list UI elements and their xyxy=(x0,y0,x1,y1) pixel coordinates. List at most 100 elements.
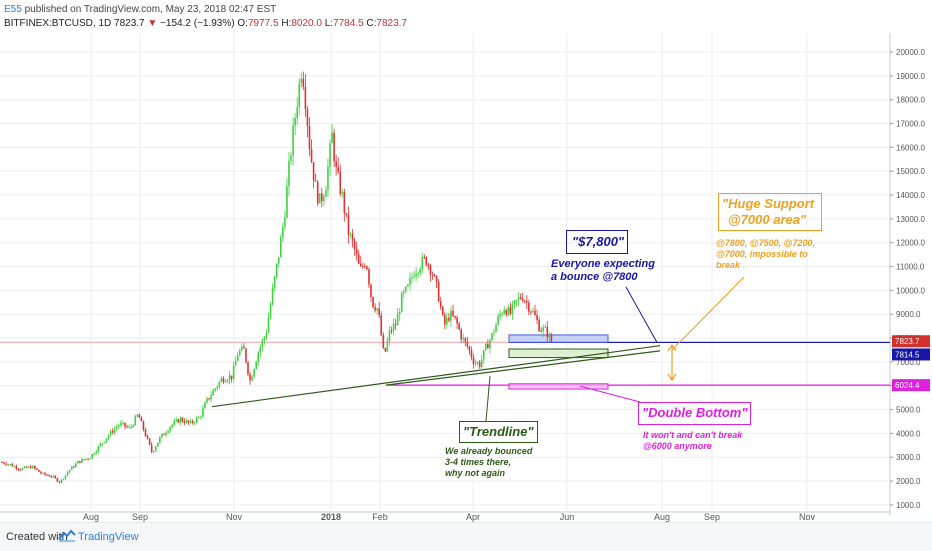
candle-body xyxy=(251,376,253,381)
candle-body xyxy=(450,310,452,321)
candle-body xyxy=(321,193,323,202)
candle-body xyxy=(540,331,542,333)
level-7800-text-2: a bounce @7800 xyxy=(551,271,638,283)
candle-body xyxy=(113,428,116,433)
trendline-box xyxy=(459,421,538,443)
candle-body xyxy=(362,266,364,268)
candle-body xyxy=(331,132,333,143)
candle-body xyxy=(357,254,360,264)
x-tick-label: Nov xyxy=(799,512,816,522)
candle-body xyxy=(485,343,487,351)
candle-body xyxy=(228,375,231,381)
candle-body xyxy=(44,472,46,475)
candle-body xyxy=(327,166,329,191)
candle-body xyxy=(519,297,522,299)
high-value: 8020.0 xyxy=(291,18,322,29)
candle-body xyxy=(265,332,268,338)
candle-body xyxy=(216,386,219,389)
candle-body xyxy=(70,466,73,471)
candle-body xyxy=(140,417,143,422)
low-value: 7784.5 xyxy=(333,18,364,29)
support-text-1: @7800, @7500, @7200, xyxy=(716,238,815,248)
candle-body xyxy=(269,304,272,318)
author-name[interactable]: E55 xyxy=(4,4,22,15)
double-bottom-box xyxy=(638,402,751,425)
candle-body xyxy=(206,398,208,403)
candle-body xyxy=(202,408,204,417)
candle-body xyxy=(52,475,55,477)
level-box xyxy=(508,334,609,343)
candle-body xyxy=(259,347,262,353)
candle-body xyxy=(384,347,387,352)
candle-body xyxy=(230,375,233,379)
candle-body xyxy=(353,240,356,250)
candle-body xyxy=(343,191,346,214)
price-tag xyxy=(892,335,930,348)
y-tick-label: 18000.0 xyxy=(896,96,925,105)
candle-body xyxy=(9,463,11,465)
x-tick-label: Sep xyxy=(704,512,720,522)
candle-body xyxy=(161,434,163,438)
candle-body xyxy=(150,444,153,452)
candle-body xyxy=(419,269,421,273)
candle-body xyxy=(212,390,214,396)
candle-body xyxy=(368,269,370,285)
candle-body xyxy=(273,276,276,289)
candle-body xyxy=(466,341,469,347)
candle-body xyxy=(355,249,358,255)
candle-body xyxy=(152,451,155,453)
y-tick-label: 17000.0 xyxy=(896,120,925,129)
candle-body xyxy=(530,311,532,313)
candle-body xyxy=(280,237,282,258)
candle-body xyxy=(257,352,260,363)
candle-body xyxy=(46,474,48,476)
trend-line xyxy=(211,345,661,408)
candle-body xyxy=(124,422,126,427)
candle-body xyxy=(159,437,161,443)
candle-body xyxy=(300,78,303,83)
candle-body xyxy=(444,314,446,325)
candle-body xyxy=(411,277,413,279)
candle-body xyxy=(480,359,483,367)
candle-body xyxy=(13,466,16,468)
candle-body xyxy=(271,288,274,305)
candle-body xyxy=(189,420,192,423)
candle-body xyxy=(105,438,108,442)
candle-body xyxy=(85,458,87,460)
x-tick-label: Jun xyxy=(560,512,575,522)
candle-body xyxy=(454,315,456,318)
candle-body xyxy=(501,313,503,315)
y-tick-label: 13000.0 xyxy=(896,215,925,224)
candle-body xyxy=(27,466,30,468)
candle-body xyxy=(253,368,255,377)
candle-body xyxy=(83,459,85,461)
candle-body xyxy=(452,310,454,316)
support-title-2: @7000 area" xyxy=(728,212,807,227)
candle-body xyxy=(21,468,24,470)
candle-body xyxy=(534,310,536,316)
candle-body xyxy=(437,282,440,302)
candle-body xyxy=(95,451,98,454)
candle-body xyxy=(146,435,149,439)
y-tick-label: 7000.0 xyxy=(896,358,921,367)
candle-body xyxy=(407,284,409,287)
candle-body xyxy=(214,388,216,391)
candle-body xyxy=(11,463,14,467)
support-connector xyxy=(671,276,745,351)
candle-body xyxy=(374,307,376,311)
candle-body xyxy=(433,274,436,276)
candle-body xyxy=(122,422,124,424)
candle-body xyxy=(255,362,257,369)
tradingview-brand-link[interactable]: TradingView xyxy=(78,531,139,543)
candle-body xyxy=(68,470,71,473)
candle-body xyxy=(132,425,134,427)
candle-body xyxy=(468,346,471,351)
candle-body xyxy=(234,360,237,366)
open-value: 7977.5 xyxy=(247,18,279,29)
tradingview-logo-icon[interactable] xyxy=(58,529,76,543)
support-text-3: break xyxy=(716,260,741,270)
candle-body xyxy=(275,263,278,277)
trendline-title: "Trendline" xyxy=(463,424,534,439)
y-tick-label: 5000.0 xyxy=(896,406,921,415)
